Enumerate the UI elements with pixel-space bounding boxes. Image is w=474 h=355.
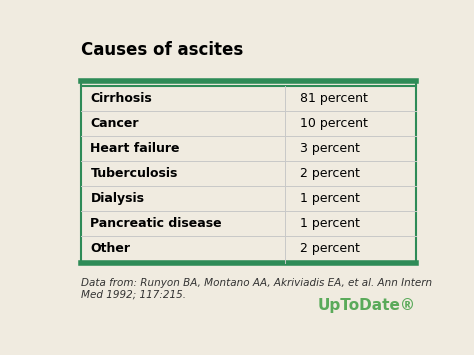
- Text: 10 percent: 10 percent: [300, 117, 368, 130]
- Text: 1 percent: 1 percent: [300, 217, 360, 230]
- Text: UpToDate®: UpToDate®: [318, 298, 416, 313]
- Text: Heart failure: Heart failure: [91, 142, 180, 155]
- Text: Other: Other: [91, 242, 130, 255]
- Text: Cancer: Cancer: [91, 117, 139, 130]
- Text: 2 percent: 2 percent: [300, 242, 360, 255]
- Text: Tuberculosis: Tuberculosis: [91, 167, 178, 180]
- Text: 81 percent: 81 percent: [300, 92, 368, 105]
- Text: Data from: Runyon BA, Montano AA, Akriviadis EA, et al. Ann Intern
Med 1992; 117: Data from: Runyon BA, Montano AA, Akrivi…: [82, 278, 432, 299]
- Text: Cirrhosis: Cirrhosis: [91, 92, 152, 105]
- Text: 3 percent: 3 percent: [300, 142, 360, 155]
- Text: Dialysis: Dialysis: [91, 192, 145, 205]
- Text: 2 percent: 2 percent: [300, 167, 360, 180]
- Text: Causes of ascites: Causes of ascites: [82, 41, 244, 59]
- Text: 1 percent: 1 percent: [300, 192, 360, 205]
- Text: Pancreatic disease: Pancreatic disease: [91, 217, 222, 230]
